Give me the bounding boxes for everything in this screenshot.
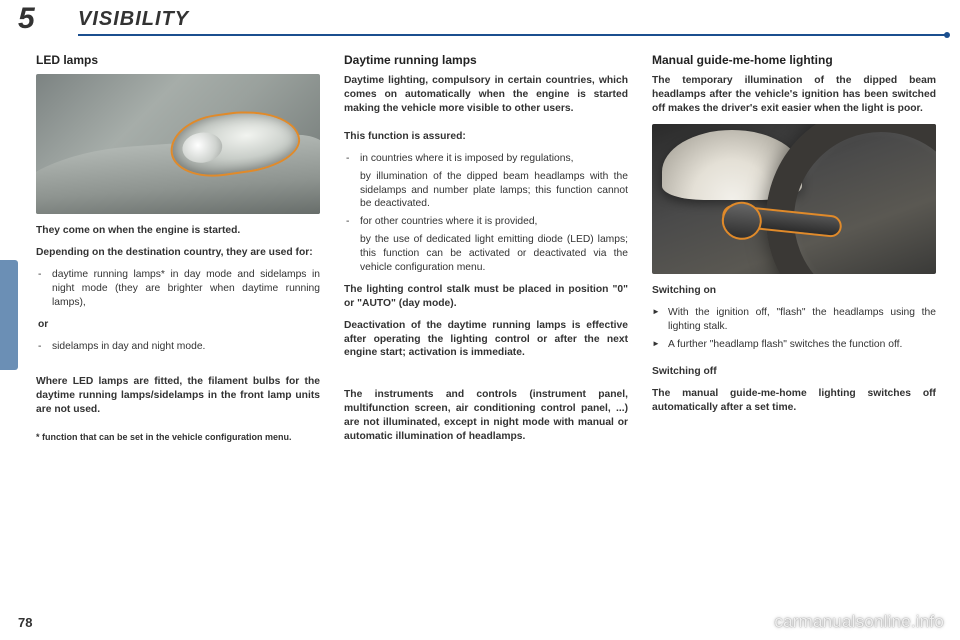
drl-list: in countries where it is imposed by regu… xyxy=(344,152,628,275)
drl-p5: The instruments and controls (instrument… xyxy=(344,388,628,444)
drl-p3: The lighting control stalk must be place… xyxy=(344,283,628,311)
watermark: carmanualsonline.info xyxy=(774,612,944,632)
column-daytime-running: Daytime running lamps Daytime lighting, … xyxy=(344,52,628,608)
heading-drl: Daytime running lamps xyxy=(344,52,628,68)
led-p2: Depending on the destination country, th… xyxy=(36,246,320,260)
led-footnote: * function that can be set in the vehicl… xyxy=(36,431,320,443)
led-p3: Where LED lamps are fitted, the filament… xyxy=(36,375,320,417)
heading-led-lamps: LED lamps xyxy=(36,52,320,68)
gmh-sub-on: Switching on xyxy=(652,284,936,298)
gmh-on-li1: With the ignition off, "flash" the headl… xyxy=(652,306,936,334)
gmh-on-list: With the ignition off, "flash" the headl… xyxy=(652,306,936,352)
heading-gmh: Manual guide-me-home lighting xyxy=(652,52,936,68)
drl-p1: Daytime lighting, compulsory in certain … xyxy=(344,74,628,116)
figure-steering-wheel xyxy=(766,124,936,274)
led-li1: daytime running lamps* in day mode and s… xyxy=(36,268,320,310)
column-led-lamps: LED lamps They come on when the engine i… xyxy=(36,52,320,608)
drl-li2: for other countries where it is provided… xyxy=(344,215,628,229)
drl-li1: in countries where it is imposed by regu… xyxy=(344,152,628,166)
section-tab xyxy=(0,260,18,370)
led-or: or xyxy=(38,318,320,332)
content-columns: LED lamps They come on when the engine i… xyxy=(36,52,936,608)
page-header: 5 VISIBILITY xyxy=(0,0,960,44)
gmh-p1: The temporary illumination of the dipped… xyxy=(652,74,936,116)
column-guide-me-home: Manual guide-me-home lighting The tempor… xyxy=(652,52,936,608)
drl-li1b: by illumination of the dipped beam headl… xyxy=(344,170,628,212)
chapter-number: 5 xyxy=(18,2,35,36)
gmh-on-li2: A further "headlamp flash" switches the … xyxy=(652,338,936,352)
gmh-off-p: The manual guide-me-home lighting switch… xyxy=(652,387,936,415)
drl-p4: Deactivation of the daytime running lamp… xyxy=(344,319,628,361)
led-list2: sidelamps in day and night mode. xyxy=(36,340,320,354)
header-rule xyxy=(78,34,948,36)
figure-led-headlamp xyxy=(36,74,320,214)
page-number: 78 xyxy=(18,615,32,630)
led-li2: sidelamps in day and night mode. xyxy=(36,340,320,354)
gmh-sub-off: Switching off xyxy=(652,365,936,379)
led-p1: They come on when the engine is started. xyxy=(36,224,320,238)
figure-lighting-stalk xyxy=(652,124,936,274)
drl-p2: This function is assured: xyxy=(344,130,628,144)
chapter-title: VISIBILITY xyxy=(78,8,189,31)
led-list: daytime running lamps* in day mode and s… xyxy=(36,268,320,310)
manual-page: 5 VISIBILITY LED lamps They come on when… xyxy=(0,0,960,640)
drl-li2b: by the use of dedicated light emitting d… xyxy=(344,233,628,275)
